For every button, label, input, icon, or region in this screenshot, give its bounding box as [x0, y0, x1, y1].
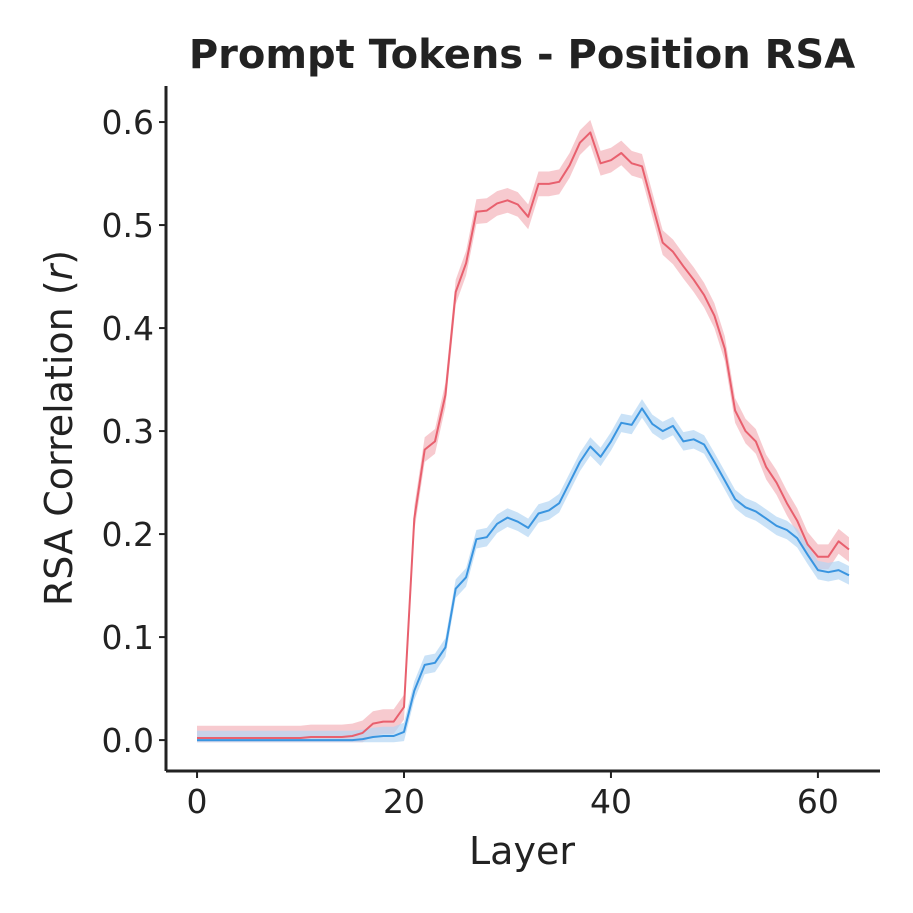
y-tick-label: 0.2	[102, 515, 154, 554]
y-tick-label: 0.5	[102, 206, 154, 245]
y-axis-label-suffix: )	[37, 250, 81, 265]
series-0-line	[197, 131, 850, 739]
series-lines	[197, 131, 850, 742]
chart-title: Prompt Tokens - Position RSA	[189, 32, 855, 78]
x-axis-label: Layer	[469, 829, 575, 873]
y-axis-label-prefix: RSA Correlation (	[37, 280, 81, 606]
y-tick-label: 0.4	[102, 309, 154, 348]
series-1-confidence-band	[197, 399, 849, 743]
y-axis-label-variable: r	[37, 262, 81, 280]
x-tick-label: 60	[797, 782, 839, 821]
y-tick-label: 0.0	[102, 721, 154, 760]
confidence-bands	[197, 120, 849, 743]
series-1-line	[197, 407, 850, 742]
y-axis-label: RSA Correlation (r)	[37, 250, 81, 606]
x-tick-label: 0	[187, 782, 208, 821]
x-axis-ticks: 0 20 40 60	[187, 771, 839, 821]
series-0-confidence-band	[197, 120, 849, 743]
y-tick-label: 0.1	[102, 618, 154, 657]
y-axis-ticks: 0.0 0.1 0.2 0.3 0.4 0.5 0.6	[102, 103, 166, 760]
x-tick-label: 40	[590, 782, 632, 821]
y-tick-label: 0.3	[102, 412, 154, 451]
x-tick-label: 20	[383, 782, 425, 821]
y-tick-label: 0.6	[102, 103, 154, 142]
